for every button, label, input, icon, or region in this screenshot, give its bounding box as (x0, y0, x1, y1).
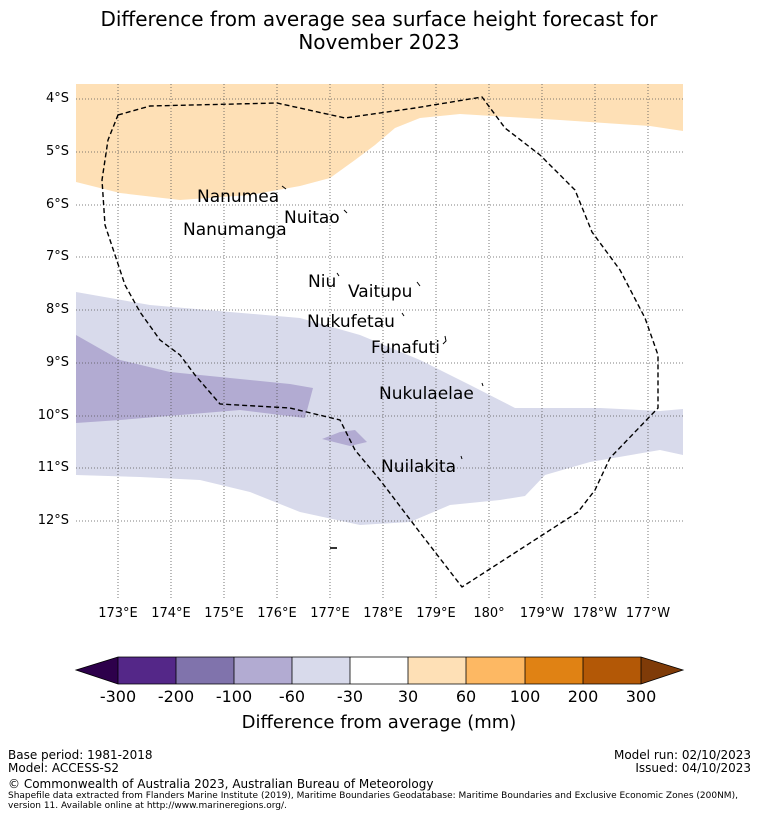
anomaly-negative-30-60 (76, 292, 683, 525)
source-line-1: Shapefile data extracted from Flanders M… (8, 791, 738, 801)
lat-label-11S: 11°S (37, 460, 69, 475)
colorbar-bin-8 (525, 657, 583, 684)
nukufetau-mark (401, 312, 405, 317)
vaitupu-mark (416, 281, 421, 287)
colorbar-label: Difference from average (mm) (241, 712, 517, 733)
lat-label-6S: 6°S (45, 197, 69, 212)
colorbar-bin-4 (292, 657, 350, 684)
colorbar-tick-m200: -200 (157, 687, 195, 706)
nanumea-mark (281, 185, 287, 190)
colorbar-bin-5 (350, 657, 408, 684)
colorbar-extend-high (641, 657, 683, 684)
niu-mark (336, 272, 340, 277)
nukulaelae-mark (481, 382, 484, 387)
nuitao-mark (343, 209, 348, 214)
island-label-niu: Niu (308, 272, 337, 292)
lon-label-178E: 178°E (363, 606, 403, 621)
colorbar-dividers (117, 657, 642, 684)
copyright: © Commonwealth of Australia 2023, Austra… (8, 777, 434, 791)
colorbar-extend-low (76, 657, 118, 684)
issued-date: Issued: 04/10/2023 (635, 761, 751, 775)
anomaly-positive-30-60 (76, 84, 683, 200)
colorbar-tick-m30: -30 (336, 687, 364, 706)
lon-label-176E: 176°E (257, 606, 297, 621)
island-label-vaitupu: Vaitupu (348, 282, 413, 302)
nuilakita-mark (460, 455, 463, 460)
lon-label-179E: 179°E (416, 606, 456, 621)
title-line-1: Difference from average sea surface heig… (100, 7, 658, 31)
funafuti-mark (442, 335, 447, 345)
gridlines (76, 84, 683, 600)
lat-label-5S: 5°S (45, 144, 69, 159)
island-label-nanumea: Nanumea (197, 187, 280, 207)
eez-boundary (101, 96, 659, 588)
colorbar-bin-6 (408, 657, 466, 684)
colorbar-bin-3 (234, 657, 292, 684)
lon-label-173E: 173°E (98, 606, 138, 621)
lat-label-7S: 7°S (45, 249, 69, 264)
island-label-nuitao: Nuitao (284, 208, 340, 228)
colorbar-tick-100: 100 (509, 687, 541, 706)
colorbar-tick-200: 200 (567, 687, 599, 706)
colorbar-tick-300: 300 (625, 687, 657, 706)
island-label-nanumanga: Nanumanga (183, 220, 287, 240)
colorbar-tick-30: 30 (397, 687, 419, 706)
anomaly-negative-60-100 (76, 335, 313, 423)
source-line-2: version 11. Available online at http://w… (8, 801, 287, 811)
island-label-funafuti: Funafuti (371, 338, 440, 358)
island-label-nukufetau: Nukufetau (307, 312, 395, 332)
colorbar-tick-m100: -100 (215, 687, 253, 706)
lon-label-180: 180° (473, 606, 505, 621)
lat-label-10S: 10°S (37, 408, 69, 423)
lon-label-178W: 178°W (572, 606, 618, 621)
land-speck (330, 547, 337, 549)
colorbar-bin-9 (583, 657, 641, 684)
lon-label-179W: 179°W (519, 606, 565, 621)
lon-label-174E: 174°E (151, 606, 191, 621)
title-line-2: November 2023 (298, 30, 460, 54)
colorbar-tick-60: 60 (455, 687, 477, 706)
lon-label-177E: 177°E (310, 606, 350, 621)
lat-label-4S: 4°S (45, 91, 69, 106)
lat-label-12S: 12°S (37, 513, 69, 528)
island-label-nukulaelae: Nukulaelae (379, 384, 474, 404)
colorbar-bin-1 (118, 657, 176, 684)
colorbar-bin-2 (176, 657, 234, 684)
model-name: Model: ACCESS-S2 (8, 761, 120, 775)
lat-label-9S: 9°S (45, 355, 69, 370)
chart-title: Difference from average sea surface heig… (0, 8, 758, 54)
base-period: Base period: 1981-2018 (8, 748, 153, 762)
lon-label-177W: 177°W (625, 606, 671, 621)
lon-label-175E: 175°E (204, 606, 244, 621)
lat-label-8S: 8°S (45, 302, 69, 317)
model-run: Model run: 02/10/2023 (613, 748, 751, 762)
island-label-nuilakita: Nuilakita (381, 457, 457, 477)
colorbar-bin-7 (466, 657, 525, 684)
colorbar-tick-m300: -300 (99, 687, 137, 706)
colorbar (74, 656, 685, 685)
anomaly-negative-60-100-patch (322, 430, 367, 446)
colorbar-tick-m60: -60 (278, 687, 306, 706)
